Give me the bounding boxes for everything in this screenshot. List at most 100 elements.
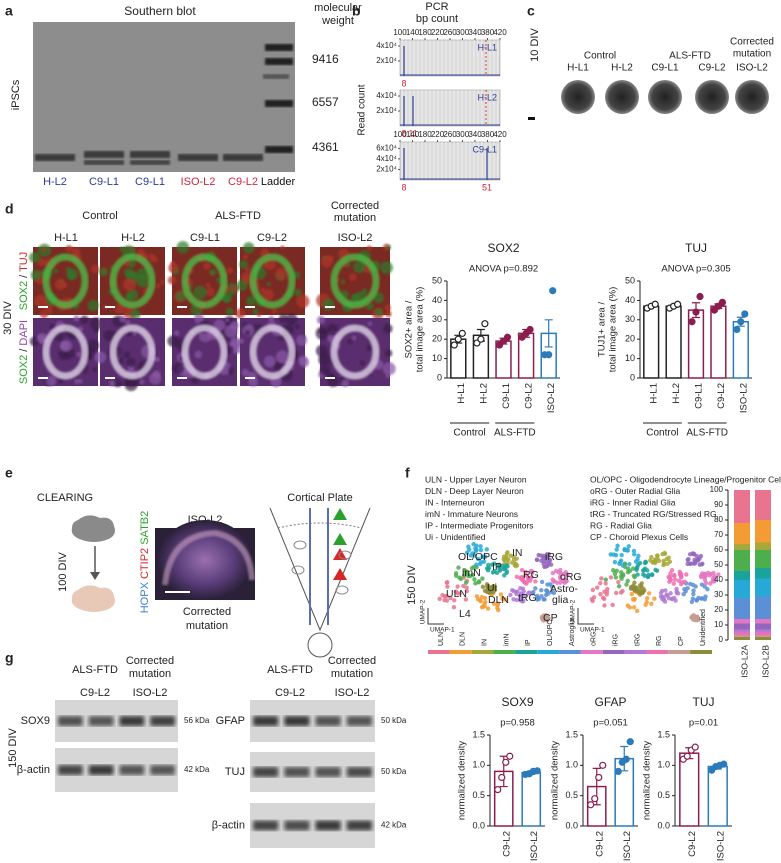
blot-band [253,716,279,726]
texture [76,351,82,357]
blot-band [253,820,279,831]
caption: Corrected [183,606,231,618]
texture [103,330,115,342]
umap-point [456,565,461,570]
chart-title: TUJ [693,695,715,709]
umap-point [488,587,493,593]
umap-point [627,605,633,610]
umap-point [702,571,707,577]
texture [241,368,250,377]
x-tick-label: H-L2 [671,383,682,404]
bar-segment [734,623,750,630]
rosette [109,324,156,380]
umap-point [608,552,613,557]
texture [99,267,108,277]
umap-point [549,589,554,595]
spheroid [695,80,729,114]
legend-text: ULN - Upper Layer Neuron [425,474,527,484]
axis-label: normalized density [550,741,561,820]
y-tick-label: 0.0 [657,820,670,830]
texture [235,308,246,319]
bar-segment [755,623,771,630]
y-tick-label: 0 [437,372,442,382]
texture [366,245,372,251]
texture [60,341,70,351]
texture [385,310,392,318]
texture [380,261,393,275]
bar-segment [755,520,771,543]
umap-point [470,551,475,556]
data-point [626,738,634,746]
y-tick-label: 4x10⁴ [376,91,397,100]
rosette [181,324,228,380]
legend-entry: IN [481,639,488,646]
rosette [109,253,156,309]
cell [291,565,305,575]
umap-point [440,592,445,598]
blot-band [284,716,310,726]
y-tick-label: 50 [714,560,723,569]
texture [366,344,374,352]
umap-point [522,593,527,599]
umap-point [544,616,549,621]
legend-entry: tRG [634,634,641,646]
cluster-label: ULN [446,588,467,600]
umap-point [637,583,643,588]
umap-point [478,547,484,553]
texture [263,264,268,269]
rosette [330,324,380,380]
texture [248,376,259,387]
umap-point [603,577,608,582]
umap-point [667,559,673,564]
y-tick-label: 0 [719,635,724,644]
group-label: Control [646,428,678,439]
weight-title: weight [321,15,354,27]
umap-point [492,569,497,574]
texture [39,309,49,319]
texture [37,257,47,267]
row-label: SOX2 / TUJ [18,252,30,311]
texture [262,288,274,301]
bar-segment [755,629,771,633]
row-label-part: / [18,272,30,281]
texture [236,279,248,291]
texture [273,361,284,372]
peak-label: 8 [401,128,406,138]
cortical-diagram [307,632,333,658]
panel-label: f [405,465,410,481]
row-label-part: / [18,346,30,355]
y-tick-label: 30 [432,314,442,324]
stain-part: HOPX [139,581,151,613]
cluster-label: imN [462,567,481,579]
umap-point [634,566,639,571]
umap-point [444,593,449,599]
x-tick-label: 420 [493,28,507,37]
bar-segment [734,637,750,640]
y-tick-label: 40 [625,295,635,305]
umap-point [497,568,503,573]
texture [213,319,226,332]
data-point [692,308,700,316]
axis-label: TUJ1+ area / [597,302,608,358]
texture [176,240,190,254]
umap-point [605,586,610,592]
texture [222,293,232,303]
chart-annotation: p=0.051 [593,718,628,729]
lane-label: ISO-L2 [181,176,216,188]
y-tick-label: 60 [714,545,723,554]
legend-entry: Astroglia [569,619,576,646]
texture [367,321,373,326]
texture [65,245,73,253]
group-label: mutation [331,668,373,680]
umap-point [451,605,457,610]
x-tick-label: H-L1 [649,383,660,404]
umap-point [686,556,691,562]
umap-point [699,582,705,587]
x-tick-label: H-L1 [456,383,467,404]
y-tick-label: 50 [432,275,442,285]
texture [119,246,124,252]
texture [296,294,310,308]
umap-point [544,588,550,593]
texture [259,287,265,293]
umap-point [464,585,469,590]
